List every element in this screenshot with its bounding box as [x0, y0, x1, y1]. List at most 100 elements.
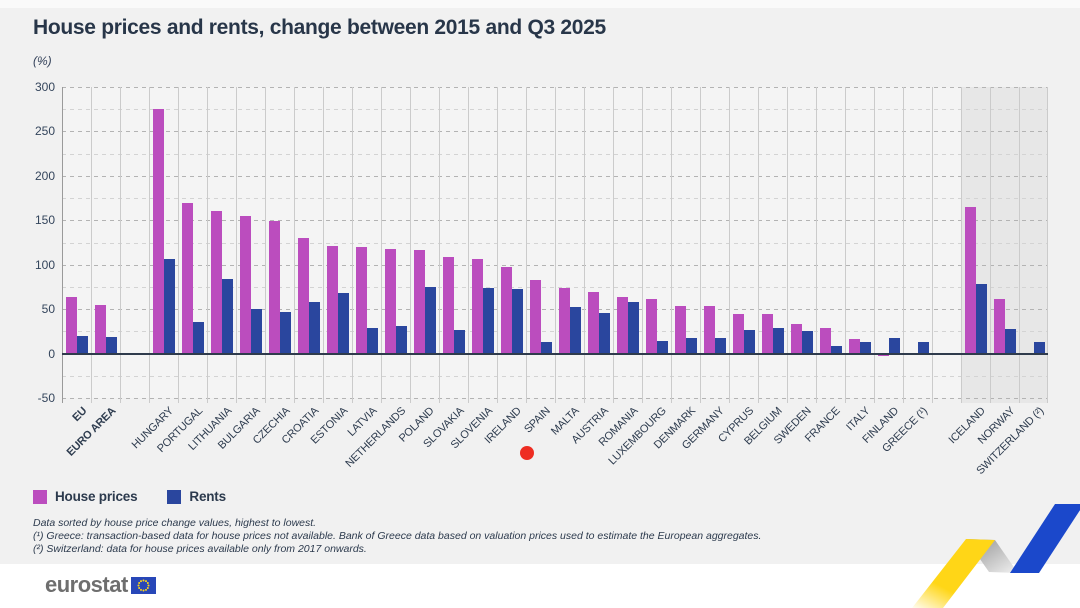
bar-house-prices[interactable] [848, 339, 860, 354]
bar-house-prices[interactable] [674, 305, 686, 354]
bar-rents[interactable] [976, 284, 987, 354]
bar-rents[interactable] [309, 302, 320, 354]
bar-house-prices[interactable] [239, 215, 251, 354]
x-gridline [729, 87, 730, 403]
bar-house-prices[interactable] [877, 353, 889, 357]
x-gridline [294, 87, 295, 403]
x-gridline [236, 87, 237, 403]
bar-rents[interactable] [425, 286, 436, 354]
bar-rents[interactable] [889, 337, 900, 354]
bar-house-prices[interactable] [993, 299, 1005, 354]
bar-rents[interactable] [164, 258, 175, 354]
y-axis-tick-label: 0 [48, 346, 55, 361]
y-axis-tick-label: 150 [34, 213, 55, 228]
bar-rents[interactable] [512, 288, 523, 354]
y-axis-tick-label: 200 [34, 168, 55, 183]
eu-flag-icon [130, 576, 156, 594]
x-gridline [149, 87, 150, 403]
ribbon-yellow-segment [912, 539, 995, 608]
bar-rents[interactable] [802, 331, 813, 354]
bar-house-prices[interactable] [500, 266, 512, 354]
bar-rents[interactable] [599, 312, 610, 354]
eurostat-logo[interactable]: eurostat [45, 572, 156, 598]
bar-house-prices[interactable] [384, 248, 396, 354]
bar-house-prices[interactable] [471, 259, 483, 354]
bar-rents[interactable] [918, 342, 929, 354]
bar-house-prices[interactable] [297, 238, 309, 354]
bar-house-prices[interactable] [355, 246, 367, 354]
bar-rents[interactable] [222, 278, 233, 354]
bar-house-prices[interactable] [210, 210, 222, 354]
bar-rents[interactable] [773, 327, 784, 354]
x-gridline [323, 87, 324, 403]
x-gridline [932, 87, 933, 403]
bar-house-prices[interactable] [413, 249, 425, 354]
bar-house-prices[interactable] [94, 304, 106, 354]
bar-rents[interactable] [1034, 342, 1045, 354]
bar-rents[interactable] [367, 327, 378, 354]
bar-rents[interactable] [106, 336, 117, 354]
legend-label-rents: Rents [189, 489, 226, 504]
bar-house-prices[interactable] [529, 279, 541, 354]
x-gridline [265, 87, 266, 403]
bar-rents[interactable] [483, 287, 494, 354]
bar-house-prices[interactable] [152, 109, 164, 354]
legend-item-rents[interactable]: Rents [167, 489, 226, 504]
x-gridline [207, 87, 208, 403]
decorative-ribbon-graphic [912, 504, 1080, 608]
zero-baseline [62, 352, 1048, 355]
bar-rents[interactable] [744, 329, 755, 354]
bar-house-prices[interactable] [761, 314, 773, 354]
efta-shaded-region [961, 87, 1048, 403]
x-gridline [845, 87, 846, 403]
bar-rents[interactable] [860, 342, 871, 354]
x-gridline [584, 87, 585, 403]
footer-bar: eurostat [0, 564, 1080, 608]
bar-rents[interactable] [280, 311, 291, 354]
bar-rents[interactable] [686, 338, 697, 354]
bar-rents[interactable] [1005, 328, 1016, 354]
x-gridline [439, 87, 440, 403]
y-axis-tick-label: 250 [34, 124, 55, 139]
bar-house-prices[interactable] [645, 298, 657, 354]
bar-house-prices[interactable] [587, 292, 599, 354]
x-gridline [816, 87, 817, 403]
bar-house-prices[interactable] [790, 324, 802, 354]
bar-rents[interactable] [570, 307, 581, 354]
x-gridline [961, 87, 962, 403]
bar-house-prices[interactable] [732, 313, 744, 354]
bar-house-prices[interactable] [326, 246, 338, 354]
bar-rents[interactable] [628, 302, 639, 354]
x-gridline [642, 87, 643, 403]
x-gridline [990, 87, 991, 403]
bar-rents[interactable] [454, 329, 465, 354]
x-gridline [526, 87, 527, 403]
bar-house-prices[interactable] [181, 203, 193, 354]
bar-house-prices[interactable] [616, 296, 628, 354]
y-axis-tick-label: -50 [37, 391, 55, 405]
legend-item-house-prices[interactable]: House prices [33, 489, 138, 504]
bar-rents[interactable] [338, 293, 349, 354]
y-axis: 300 250 200 150 100 50 0 -50 [14, 80, 55, 407]
bar-house-prices[interactable] [558, 287, 570, 354]
bar-house-prices[interactable] [703, 306, 715, 354]
bar-house-prices[interactable] [964, 206, 976, 354]
bar-rents[interactable] [831, 345, 842, 354]
bar-rents[interactable] [193, 321, 204, 354]
x-gridline [700, 87, 701, 403]
bar-rents[interactable] [251, 309, 262, 354]
plot-area [62, 87, 1048, 403]
bar-house-prices[interactable] [819, 327, 831, 354]
bar-rents[interactable] [396, 326, 407, 354]
x-gridline [120, 87, 121, 403]
bar-rents[interactable] [77, 335, 88, 354]
x-gridline [874, 87, 875, 403]
bar-house-prices[interactable] [268, 221, 280, 354]
bar-house-prices[interactable] [65, 296, 77, 354]
bar-rents[interactable] [657, 341, 668, 354]
bar-house-prices[interactable] [442, 256, 454, 354]
bar-rents[interactable] [541, 342, 552, 354]
bar-rents[interactable] [715, 337, 726, 354]
x-gridline [613, 87, 614, 403]
